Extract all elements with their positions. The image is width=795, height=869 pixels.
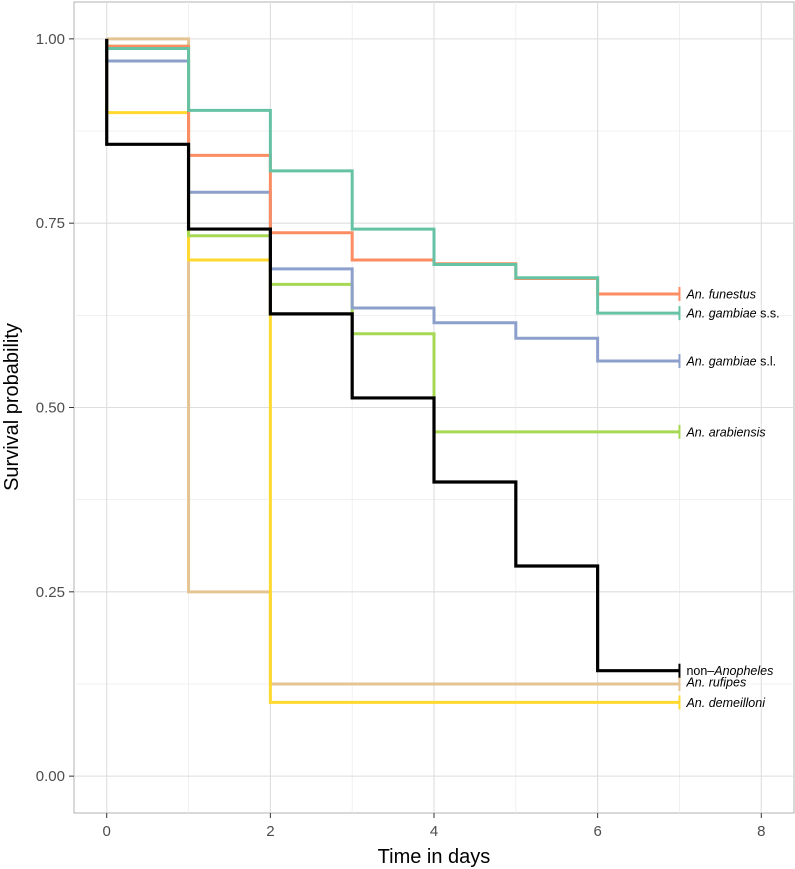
- y-tick-label: 1.00: [36, 31, 65, 48]
- x-tick-label: 4: [430, 823, 438, 840]
- y-tick-label: 0.75: [36, 215, 65, 232]
- y-tick-label: 0.00: [36, 768, 65, 785]
- x-tick-label: 2: [266, 823, 274, 840]
- x-tick-label: 6: [593, 823, 601, 840]
- y-tick-label: 0.25: [36, 584, 65, 601]
- series-label-an-rufipes: An. rufipes: [685, 675, 746, 689]
- x-tick-label: 8: [757, 823, 765, 840]
- series-line-an-rufipes: [106, 37, 680, 686]
- y-axis-title: Survival probability: [1, 323, 23, 491]
- series-label-an-gambiae-s-l: An. gambiae s.l.: [685, 355, 776, 369]
- series-label-non-anopheles: non–Anopheles: [686, 664, 773, 678]
- x-tick-label: 0: [103, 823, 111, 840]
- x-axis-title: Time in days: [378, 846, 491, 868]
- x-axis-ticks: 0 2 4 6 8: [103, 813, 765, 840]
- series-label-an-funestus: An. funestus: [685, 287, 756, 301]
- y-axis-ticks: 0.00 0.25 0.50 0.75 1.00: [36, 31, 74, 785]
- series-line-an-gambiae-s-s: [105, 38, 680, 315]
- series-line-non-anopheles: [105, 38, 680, 673]
- series-label-an-gambiae-s-s: An. gambiae s.s.: [685, 307, 779, 321]
- series-label-an-arabiensis: An. arabiensis: [685, 425, 765, 439]
- y-tick-label: 0.50: [36, 400, 65, 417]
- series-labels: An. rufipes An. demeilloni An. arabiensis A…: [685, 287, 779, 709]
- series-lines: [105, 37, 681, 710]
- series-label-an-demeilloni: An. demeilloni: [685, 696, 766, 710]
